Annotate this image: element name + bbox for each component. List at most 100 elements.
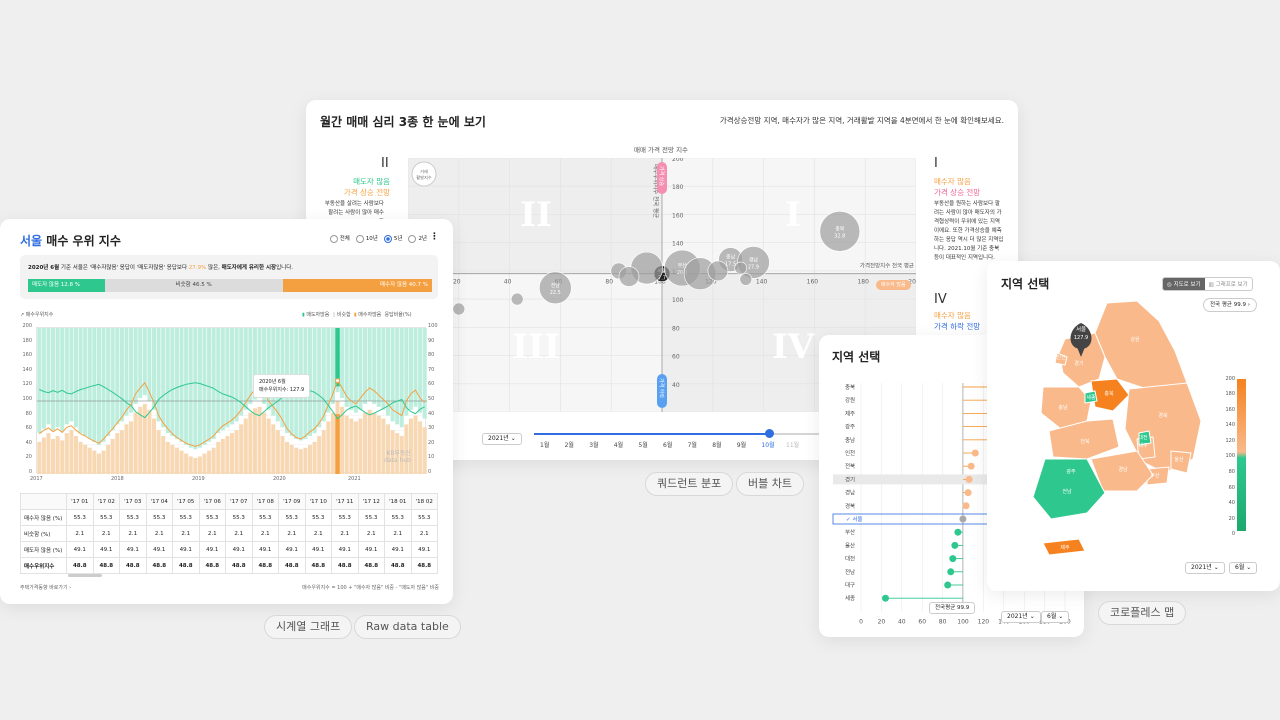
loll-row[interactable]: 경북 [845,502,970,510]
lollipop-month-value: 6월 [1047,613,1057,620]
table-scrollbar[interactable] [68,574,102,577]
table-row: 매수우위지수 48.8 48.8 48.8 48.8 48.8 48.8 48.8 48.8 48… [20,557,438,574]
month-label[interactable]: 8월 [712,442,722,449]
year-select[interactable]: 2021년 ⌄ [482,433,522,445]
map-year-select[interactable]: 2021년 ⌄ [1185,562,1225,574]
month-label[interactable]: 7월 [687,442,697,449]
month-slider-handle[interactable] [765,429,774,438]
map-month-select[interactable]: 6월 ⌄ [1229,562,1258,574]
map-region[interactable] [1042,538,1086,556]
table-cell: 49.1 [304,541,332,558]
period-radio[interactable]: 5년 [383,234,402,243]
bar-many [230,433,234,474]
bubble[interactable] [452,302,466,316]
map-region[interactable] [1094,300,1188,390]
month-label[interactable]: 2월 [564,442,574,449]
loll-row[interactable]: 대전 [845,555,963,563]
loll-row[interactable]: 세종 [845,594,963,602]
table-col-header: '17 06 [198,493,226,510]
bar-many [78,441,83,474]
loll-x-tick: 40 [898,618,906,625]
table-cell: 48.8 [119,557,147,574]
bar-many [225,436,230,474]
bar-few [119,328,124,422]
map-region[interactable] [1138,430,1152,446]
quadrant-i-number: I [934,156,938,171]
loll-row[interactable]: 경기 [833,474,1065,485]
loll-row[interactable]: 경남 [845,489,972,497]
avg-button[interactable]: 전국 평균 99.9 › [1203,298,1257,312]
table-row-label: 매수우위지수 [20,557,67,574]
period-radio[interactable]: 2년 [408,234,427,243]
bar-many [110,438,115,474]
loll-row[interactable]: 인천 [845,449,979,457]
bar-few [87,328,92,439]
month-label[interactable]: 6월 [663,442,673,449]
table-col-header: '17 07 [225,493,253,510]
rawtable-chip[interactable]: Raw data table [354,615,461,639]
ts-y-right-tick: 50 [428,396,435,402]
map-region[interactable] [1170,450,1192,474]
loll-region-label: 강원 [845,396,855,404]
map-region[interactable] [1048,418,1120,460]
table-col-header: '17 05 [172,493,200,510]
tab-map[interactable]: ◎ 지도로 보기 [1163,278,1205,290]
month-label[interactable]: 4월 [613,442,624,449]
lollipop-year-select[interactable]: 2021년 ⌄ [1001,611,1041,623]
quadrant-chip[interactable]: 쿼드런트 분포 [645,472,734,496]
bubble-chip[interactable]: 버블 차트 [736,472,804,496]
period-radio[interactable]: 10년 [355,234,378,243]
loll-row[interactable]: 울산 [845,541,963,549]
tab-graph[interactable]: ▥ 그래프로 보기 [1208,282,1248,288]
year-select-value: 2021년 [488,435,509,442]
bubble[interactable] [707,260,729,282]
month-label[interactable]: 1월 [540,442,550,449]
month-label[interactable]: 3월 [589,442,599,449]
bubble[interactable] [618,266,640,287]
month-label[interactable]: 9월 [736,442,747,449]
bar-many [390,430,395,474]
map-year-value: 2021년 [1191,564,1212,571]
map-label: 대구 [1138,442,1148,449]
bar-many [376,415,381,474]
loll-row[interactable]: 전북 [845,462,975,470]
bubble-circle [819,211,861,252]
bar-many [129,421,134,474]
ts-region: 서울 [20,234,43,248]
period-radio[interactable]: 전체 [329,234,350,243]
y-tick: 60 [672,354,680,361]
raw-data-table: '17 01'17 02'17 03'17 04'17 05'17 06'17 … [20,493,438,574]
quadrant-subtitle: 가격상승전망 지역, 매수자가 많은 지역, 거래활발 지역을 4분면에서 한 … [719,116,1004,125]
lollipop-month-select[interactable]: 6월 ⌄ [1041,611,1070,623]
loll-row[interactable]: 전남 [845,568,963,576]
bar-few [115,328,120,425]
bubble[interactable] [510,292,524,306]
bubble[interactable] [734,261,748,275]
bar-many [321,430,326,474]
map-region[interactable] [1090,378,1130,412]
month-label[interactable]: 10월 [761,442,775,449]
ts-plot[interactable]: 2020년 6월 매수우위지수: 127.9 KB부동산 data hub [36,327,427,474]
table-col-header: '17 01 [66,493,94,510]
choropleth-chip[interactable]: 코로플레스 맵 [1098,601,1187,625]
bar-few [41,328,46,429]
loll-x-tick: 100 [957,618,969,625]
timeseries-chip[interactable]: 시계열 그래프 [264,615,353,639]
more-icon[interactable]: ⋮ [430,232,439,242]
map-region[interactable] [1084,390,1098,404]
loll-row[interactable]: 대구 [845,581,963,589]
ts-selected-point[interactable] [335,378,341,384]
loll-row[interactable]: 충남 [845,436,1008,444]
map-pin[interactable] [1070,323,1092,349]
loll-row[interactable]: 부산 [845,528,963,536]
footer-link[interactable]: 주택가격동향 바로가기 › [20,585,72,591]
month-label[interactable]: 11월 [786,442,800,449]
table-col-header: '17 02 [92,493,120,510]
month-label[interactable]: 5월 [638,442,648,449]
map-region[interactable] [1032,458,1106,520]
bubble[interactable] [739,273,753,286]
map-region[interactable] [1054,352,1068,366]
